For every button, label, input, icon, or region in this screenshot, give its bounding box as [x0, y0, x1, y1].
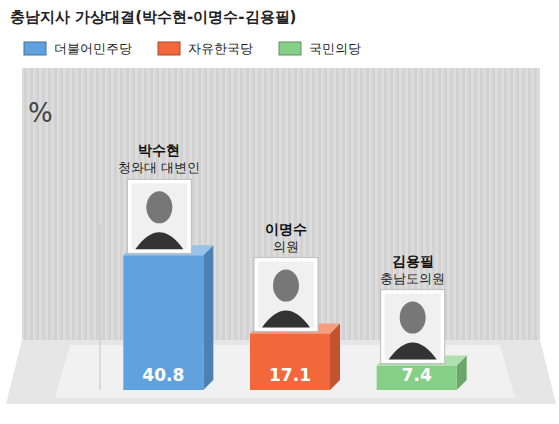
bar-3d: [250, 324, 340, 390]
photo-body: [262, 311, 310, 328]
photo-body: [135, 232, 183, 249]
title: 충남지사 가상대결(박수현-이명수-김용필): [10, 8, 296, 26]
photo-head: [273, 270, 299, 302]
bar-side: [330, 324, 340, 390]
portrait: [127, 179, 191, 253]
labels: 40.8 박수현청와대 대변인 17.1 이명수의원 7.4 김용필충남도의원: [118, 142, 445, 385]
photo-bg: [258, 262, 314, 328]
bar: [123, 255, 203, 390]
data-label: 7.4: [402, 365, 432, 385]
role-label: 의원: [273, 239, 299, 254]
bar: [377, 366, 457, 390]
legend-label: 더불어민주당: [54, 41, 132, 56]
bar-3d: [123, 245, 213, 390]
bar-side: [203, 245, 213, 390]
photo-frame: [254, 258, 318, 332]
photo-bg: [131, 183, 187, 249]
photo-bg: [385, 294, 441, 360]
category-label: 박수현: [138, 142, 180, 158]
photo-frame: [127, 179, 191, 253]
category-label: 김용필: [392, 253, 434, 269]
photo-body: [389, 343, 437, 360]
role-label: 충남도의원: [380, 271, 445, 286]
chart-svg: 충남지사 가상대결(박수현-이명수-김용필) 더불어민주당 자유한국당 국민의당% 40…: [0, 0, 559, 424]
legend-swatch: [24, 42, 46, 55]
legend-label: 국민의당: [309, 41, 361, 56]
chart-root: 충남지사 가상대결(박수현-이명수-김용필) 더불어민주당 자유한국당 국민의당% 40…: [0, 0, 559, 424]
legend-swatch: [158, 42, 180, 55]
data-label: 40.8: [142, 365, 184, 385]
portrait: [254, 258, 318, 332]
y-axis-line: [100, 225, 101, 390]
category-label: 이명수: [265, 221, 307, 237]
y-axis-label: %: [28, 98, 53, 128]
photo-head: [400, 302, 426, 334]
legend-swatch: [279, 42, 301, 55]
bar: [250, 334, 330, 390]
portrait: [381, 290, 445, 364]
role-label: 청와대 대변인: [118, 160, 200, 175]
data-label: 17.1: [269, 365, 311, 385]
bars: [123, 245, 466, 390]
photo-head: [146, 191, 172, 223]
photo-frame: [381, 290, 445, 364]
legend-label: 자유한국당: [188, 41, 253, 56]
